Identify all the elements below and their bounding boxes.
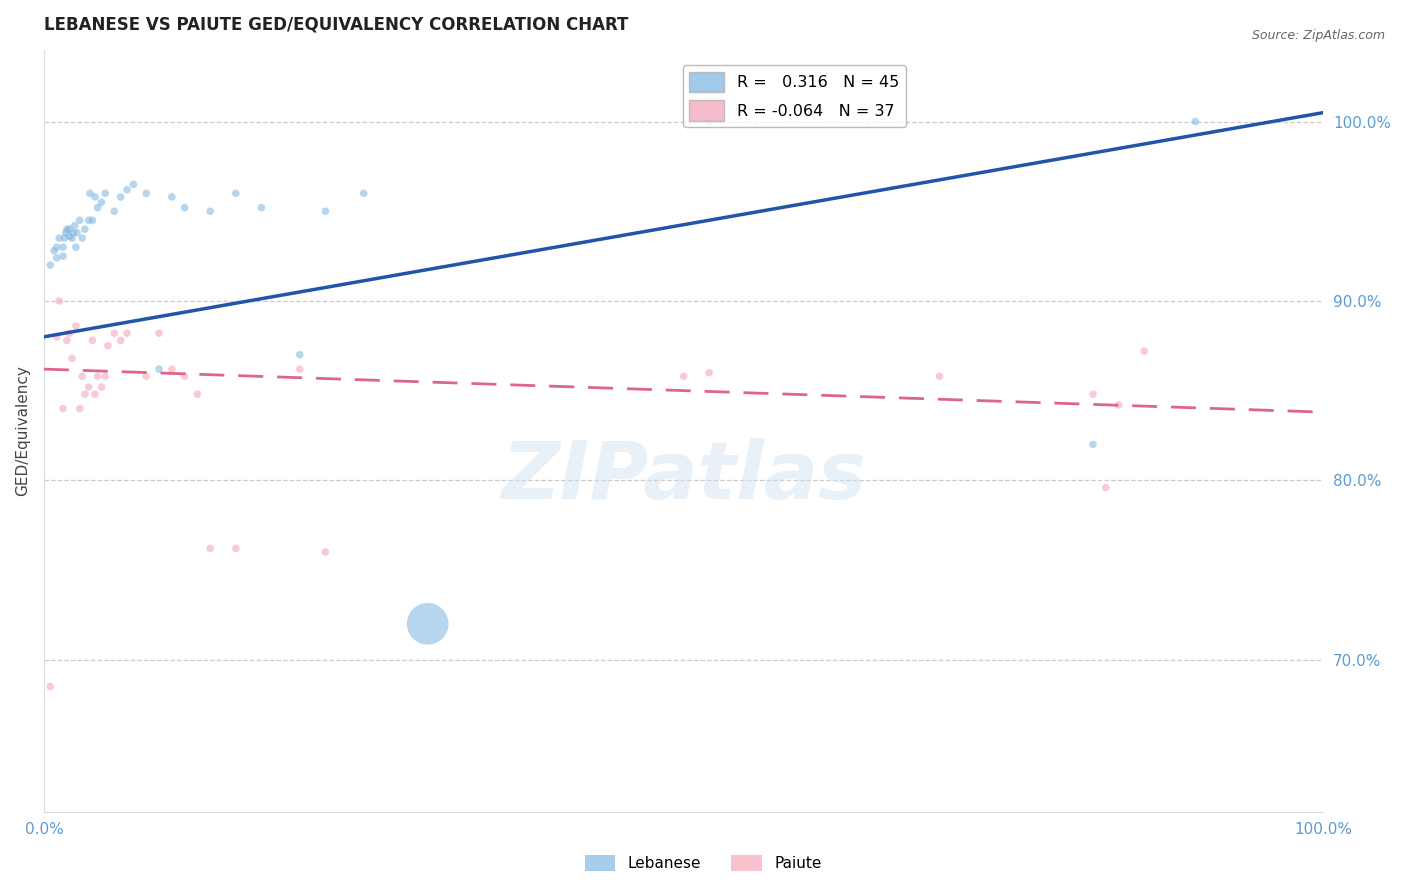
Point xyxy=(77,380,100,394)
Point xyxy=(122,178,145,192)
Point xyxy=(200,541,222,556)
Point xyxy=(45,240,67,254)
Point xyxy=(82,213,104,227)
Point xyxy=(84,190,107,204)
Point xyxy=(45,330,67,344)
Point xyxy=(60,231,83,245)
Point xyxy=(52,401,75,416)
Point xyxy=(66,226,89,240)
Point xyxy=(288,362,311,376)
Point xyxy=(200,204,222,219)
Point xyxy=(148,362,170,376)
Point xyxy=(135,369,157,384)
Point xyxy=(48,231,70,245)
Point xyxy=(173,201,195,215)
Point xyxy=(82,334,104,348)
Point xyxy=(69,401,91,416)
Point xyxy=(77,213,100,227)
Point xyxy=(65,240,87,254)
Point xyxy=(90,195,112,210)
Point xyxy=(288,348,311,362)
Point xyxy=(52,249,75,263)
Point xyxy=(353,186,375,201)
Point xyxy=(225,541,247,556)
Point xyxy=(63,219,86,233)
Point xyxy=(53,231,76,245)
Point xyxy=(160,190,183,204)
Point xyxy=(86,369,108,384)
Y-axis label: GED/Equivalency: GED/Equivalency xyxy=(15,366,30,497)
Point xyxy=(90,380,112,394)
Point xyxy=(72,231,94,245)
Point xyxy=(94,186,117,201)
Point xyxy=(58,229,80,244)
Point xyxy=(103,326,125,341)
Point xyxy=(69,213,91,227)
Point xyxy=(56,334,79,348)
Point xyxy=(73,222,96,236)
Point xyxy=(1081,387,1104,401)
Text: ZIPatlas: ZIPatlas xyxy=(501,438,866,516)
Point xyxy=(58,326,80,341)
Point xyxy=(62,226,84,240)
Point xyxy=(97,339,120,353)
Point xyxy=(416,616,439,631)
Point xyxy=(79,186,101,201)
Point xyxy=(73,387,96,401)
Point xyxy=(55,226,77,240)
Point xyxy=(314,545,336,559)
Text: Source: ZipAtlas.com: Source: ZipAtlas.com xyxy=(1251,29,1385,42)
Point xyxy=(60,351,83,366)
Point xyxy=(148,326,170,341)
Point xyxy=(1094,481,1116,495)
Point xyxy=(314,204,336,219)
Point xyxy=(697,366,720,380)
Point xyxy=(52,240,75,254)
Point xyxy=(1108,398,1130,412)
Point xyxy=(672,369,695,384)
Point xyxy=(1133,344,1156,359)
Point xyxy=(58,222,80,236)
Point xyxy=(697,114,720,128)
Legend: R =   0.316   N = 45, R = -0.064   N = 37: R = 0.316 N = 45, R = -0.064 N = 37 xyxy=(683,65,905,128)
Point xyxy=(39,258,62,272)
Point xyxy=(48,293,70,308)
Point xyxy=(72,369,94,384)
Point xyxy=(84,387,107,401)
Point xyxy=(160,362,183,376)
Point xyxy=(103,204,125,219)
Point xyxy=(250,201,273,215)
Point xyxy=(110,190,132,204)
Point xyxy=(42,244,65,258)
Point xyxy=(56,222,79,236)
Point xyxy=(94,369,117,384)
Point xyxy=(186,387,208,401)
Point xyxy=(65,319,87,334)
Point xyxy=(86,201,108,215)
Point xyxy=(135,186,157,201)
Point xyxy=(45,251,67,265)
Point xyxy=(115,183,138,197)
Point xyxy=(39,680,62,694)
Text: LEBANESE VS PAIUTE GED/EQUIVALENCY CORRELATION CHART: LEBANESE VS PAIUTE GED/EQUIVALENCY CORRE… xyxy=(44,15,628,33)
Point xyxy=(225,186,247,201)
Point xyxy=(1081,437,1104,451)
Legend: Lebanese, Paiute: Lebanese, Paiute xyxy=(578,849,828,877)
Point xyxy=(928,369,950,384)
Point xyxy=(1184,114,1206,128)
Point xyxy=(115,326,138,341)
Point xyxy=(173,369,195,384)
Point xyxy=(110,334,132,348)
